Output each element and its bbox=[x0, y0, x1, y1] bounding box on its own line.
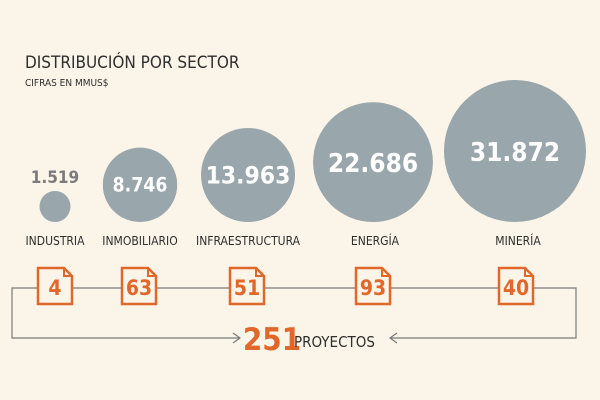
category-label-energía: ENERGÍA bbox=[351, 233, 400, 248]
project-count-infraestructura: 51 bbox=[234, 276, 260, 300]
project-count-industria: 4 bbox=[48, 276, 61, 300]
category-label-inmobiliario: INMOBILIARIO bbox=[102, 234, 177, 248]
project-box-infraestructura: 51 bbox=[228, 266, 266, 306]
project-count-minería: 40 bbox=[503, 276, 529, 300]
document-fold-icon bbox=[524, 268, 533, 277]
project-box-minería: 40 bbox=[497, 266, 535, 306]
project-box-industria: 4 bbox=[36, 266, 74, 306]
chart-subtitle: CIFRAS EN MMUS$ bbox=[25, 78, 109, 89]
value-label-industria: 1.519 bbox=[31, 168, 79, 188]
value-label-energía: 22.686 bbox=[328, 149, 418, 179]
bubble-minería bbox=[444, 80, 586, 222]
document-fold-icon bbox=[63, 268, 72, 277]
value-label-infraestructura: 13.963 bbox=[206, 160, 291, 189]
project-box-energía: 93 bbox=[354, 266, 392, 306]
bubble-energía bbox=[313, 102, 433, 222]
arrow-right-icon bbox=[232, 332, 242, 344]
total-projects-label: PROYECTOS bbox=[294, 333, 375, 351]
document-fold-icon bbox=[381, 268, 390, 277]
value-label-minería: 31.872 bbox=[470, 138, 560, 168]
category-label-minería: MINERÍA bbox=[495, 233, 541, 248]
project-count-inmobiliario: 63 bbox=[126, 276, 152, 300]
bubble-infraestructura bbox=[201, 128, 295, 222]
project-count-energía: 93 bbox=[360, 276, 386, 300]
bubble-inmobiliario bbox=[102, 147, 178, 222]
bubble-industria bbox=[39, 190, 71, 222]
connector-line bbox=[11, 287, 577, 339]
total-projects-number: 251 bbox=[243, 322, 301, 358]
document-fold-icon bbox=[255, 268, 264, 277]
chart-title: DISTRIBUCIÓN POR SECTOR bbox=[25, 51, 240, 73]
arrow-left-icon bbox=[388, 332, 398, 344]
document-fold-icon bbox=[147, 268, 156, 277]
category-label-infraestructura: INFRAESTRUCTURA bbox=[196, 234, 301, 248]
value-label-inmobiliario: 8.746 bbox=[112, 174, 167, 197]
project-box-inmobiliario: 63 bbox=[120, 266, 158, 306]
category-label-industria: INDUSTRIA bbox=[26, 234, 86, 248]
